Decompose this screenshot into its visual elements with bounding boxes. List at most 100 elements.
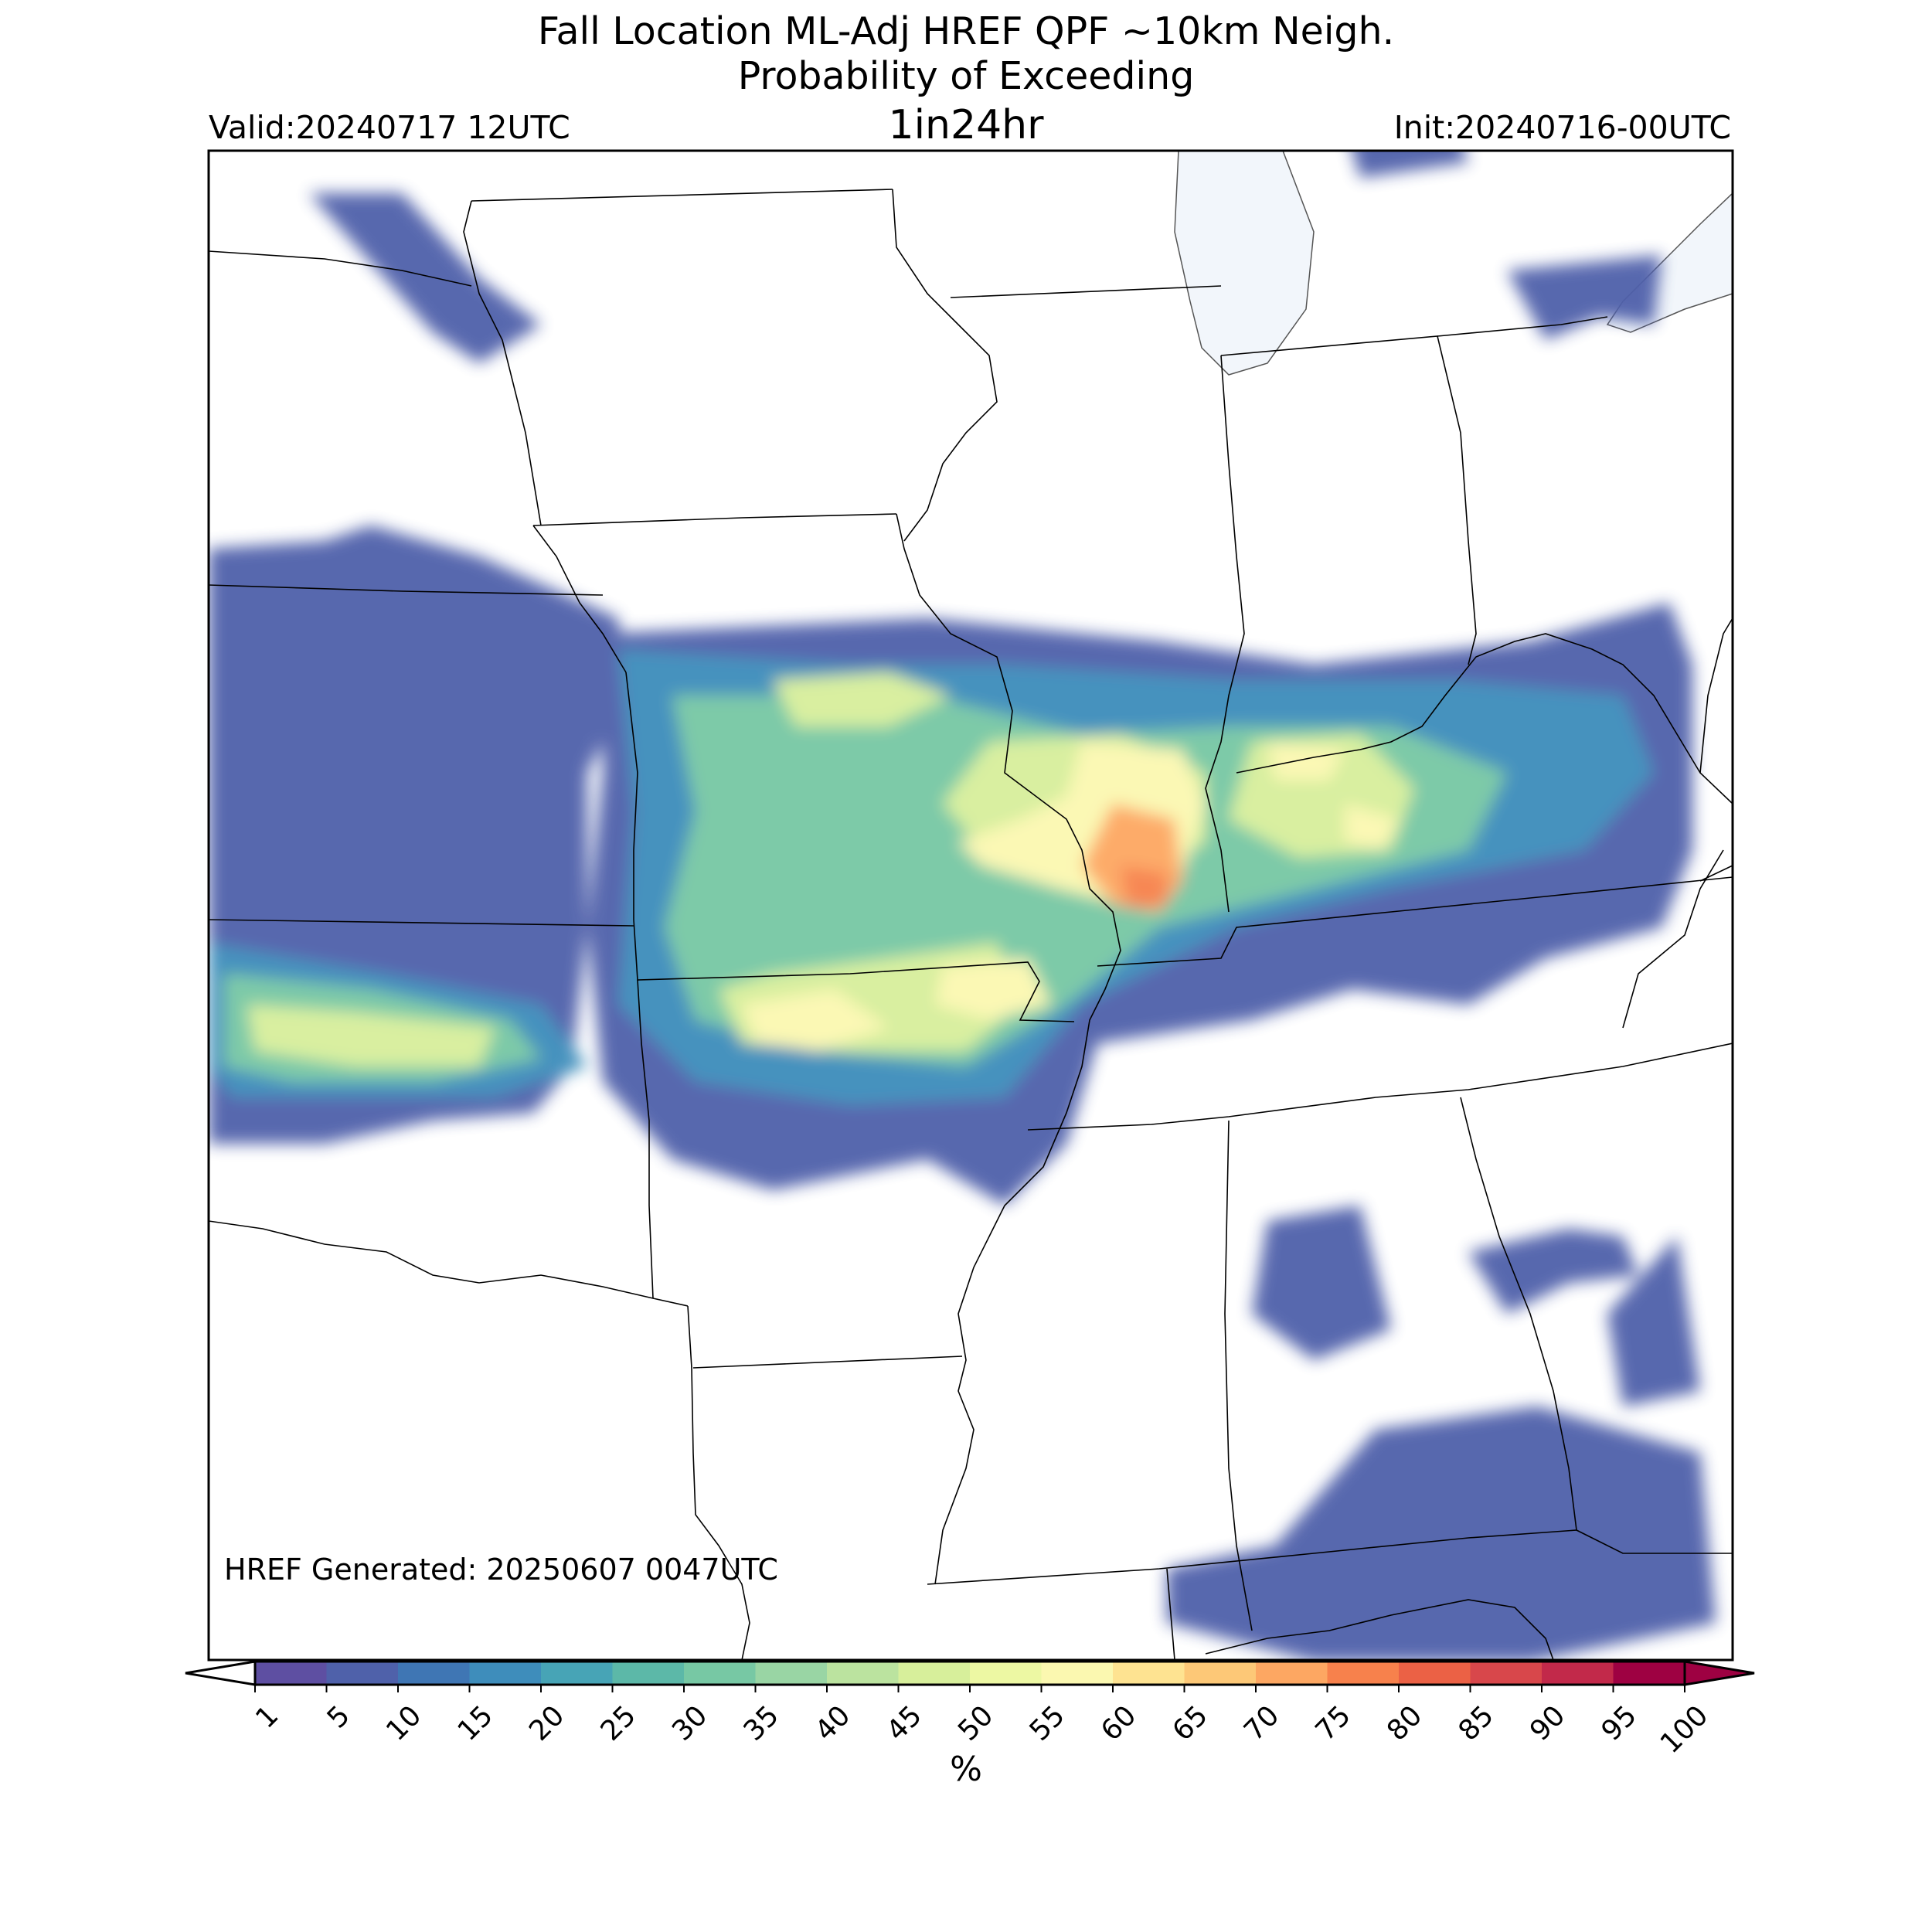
probability-region xyxy=(1167,1406,1716,1660)
boundary-line xyxy=(1027,1043,1733,1131)
colorbar-tick-label: 80 xyxy=(1381,1699,1428,1747)
colorbar-tick-labels: 1 5 10 15 20 25 30 35 40 45 50 55 60 65 70 75 80 85 90 95 10… xyxy=(250,1685,1714,1760)
probability-region xyxy=(247,1005,495,1066)
colorbar-swatch xyxy=(326,1662,399,1685)
colorbar-tick-label: 75 xyxy=(1310,1699,1357,1747)
colorbar-swatch xyxy=(1113,1662,1185,1685)
boundary-line xyxy=(532,525,627,673)
boundary-line xyxy=(1437,316,1608,337)
title-line-1: Fall Location ML-Adj HREF QPF ~10km Neig… xyxy=(537,9,1395,53)
probability-region xyxy=(742,989,889,1051)
colorbar-tick-label: 5 xyxy=(321,1699,356,1734)
state-boundaries xyxy=(209,189,1733,1660)
boundary-line xyxy=(1236,633,1733,804)
probability-region xyxy=(1468,1229,1638,1314)
probability-region xyxy=(935,958,1051,1020)
colorbar-tick-label: 90 xyxy=(1524,1699,1571,1747)
colorbar-tick-label: 65 xyxy=(1167,1699,1214,1747)
colorbar-swatch xyxy=(541,1662,613,1685)
probability-region xyxy=(773,672,951,726)
boundary-line xyxy=(1205,355,1245,913)
boundary-line xyxy=(1699,865,1733,882)
probability-region xyxy=(1267,742,1345,781)
title-line-2: Probability of Exceeding xyxy=(737,54,1195,98)
colorbar-tick-label: 50 xyxy=(952,1699,999,1747)
boundary-line xyxy=(209,1220,689,1307)
boundary-line xyxy=(1166,1568,1175,1660)
boundary-line xyxy=(1220,335,1477,665)
colorbar-tick-label: 25 xyxy=(595,1699,642,1747)
boundary-line xyxy=(1205,1599,1554,1660)
probability-region xyxy=(1121,866,1167,908)
colorbar-tick-label: 40 xyxy=(809,1699,856,1747)
boundary-line xyxy=(633,919,1075,1022)
colorbar-over-extend xyxy=(1683,1660,1755,1686)
probability-region xyxy=(309,193,541,363)
colorbar-swatch xyxy=(1399,1662,1471,1685)
colorbar-swatch xyxy=(469,1662,542,1685)
probability-region xyxy=(1352,151,1468,178)
probability-region xyxy=(1252,1206,1391,1360)
colorbar-tick-label: 70 xyxy=(1238,1699,1285,1747)
init-time-label: Init:20240716-00UTC xyxy=(1393,109,1731,146)
boundary-line xyxy=(1224,1120,1253,1631)
map-frame xyxy=(207,149,1734,1662)
colorbar-swatch xyxy=(755,1662,828,1685)
probability-region xyxy=(1607,1236,1700,1406)
boundary-line xyxy=(896,513,1121,1585)
colorbar-tick-label: 1 xyxy=(250,1699,284,1734)
colorbar-swatch xyxy=(1470,1662,1543,1685)
valid-time-label: Valid:20240717 12UTC xyxy=(209,109,570,146)
colorbar-tick-label: 60 xyxy=(1095,1699,1142,1747)
boundary-line xyxy=(209,919,634,927)
boundary-line xyxy=(625,672,638,920)
colorbar-tick-label: 15 xyxy=(452,1699,499,1747)
colorbar-swatch xyxy=(1184,1662,1257,1685)
boundary-line xyxy=(532,513,897,526)
colorbar-swatch xyxy=(1327,1662,1400,1685)
boundary-line xyxy=(471,189,893,202)
colorbar-swatch xyxy=(827,1662,899,1685)
colorbar-tick-label: 10 xyxy=(380,1699,427,1747)
boundary-line xyxy=(1097,876,1733,967)
colorbar-tick-label: 100 xyxy=(1655,1699,1715,1760)
colorbar xyxy=(185,1660,1755,1686)
probability-field xyxy=(209,151,1716,1660)
colorbar-swatch xyxy=(1256,1662,1328,1685)
colorbar-tick-label: 85 xyxy=(1453,1699,1500,1747)
colorbar-tick-label: 45 xyxy=(881,1699,928,1747)
colorbar-swatch xyxy=(1542,1662,1614,1685)
colorbar-swatch xyxy=(970,1662,1042,1685)
colorbar-swatch xyxy=(612,1662,685,1685)
boundary-line xyxy=(637,979,654,1299)
title-line-3: 1in24hr xyxy=(888,102,1044,148)
boundary-line xyxy=(209,250,472,287)
colorbar-tick-label: 30 xyxy=(666,1699,713,1747)
probability-region xyxy=(1507,255,1662,340)
colorbar-tick-label: 20 xyxy=(523,1699,570,1747)
colorbar-swatch xyxy=(255,1662,327,1685)
colorbar-swatch xyxy=(684,1662,756,1685)
probability-region xyxy=(1345,804,1399,850)
generated-timestamp: HREF Generated: 20250607 0047UTC xyxy=(224,1553,778,1587)
boundary-line xyxy=(463,200,542,526)
boundary-line xyxy=(687,1305,750,1660)
boundary-line xyxy=(1699,617,1733,774)
colorbar-swatch xyxy=(898,1662,971,1685)
boundary-line xyxy=(209,584,604,596)
boundary-line xyxy=(1460,1097,1577,1531)
boundary-line xyxy=(692,1355,963,1369)
boundary-line xyxy=(892,189,998,542)
boundary-line xyxy=(950,285,1222,298)
colorbar-swatch xyxy=(398,1662,470,1685)
colorbar-tick-label: 95 xyxy=(1596,1699,1643,1747)
colorbar-swatch xyxy=(1041,1662,1114,1685)
colorbar-swatch xyxy=(1613,1662,1685,1685)
colorbar-tick-label: 35 xyxy=(738,1699,785,1747)
boundary-line xyxy=(927,1529,1733,1585)
colorbar-units-label: % xyxy=(950,1750,982,1789)
colorbar-tick-label: 55 xyxy=(1024,1699,1071,1747)
lake-michigan xyxy=(1174,151,1315,376)
boundary-line xyxy=(1622,849,1724,1029)
